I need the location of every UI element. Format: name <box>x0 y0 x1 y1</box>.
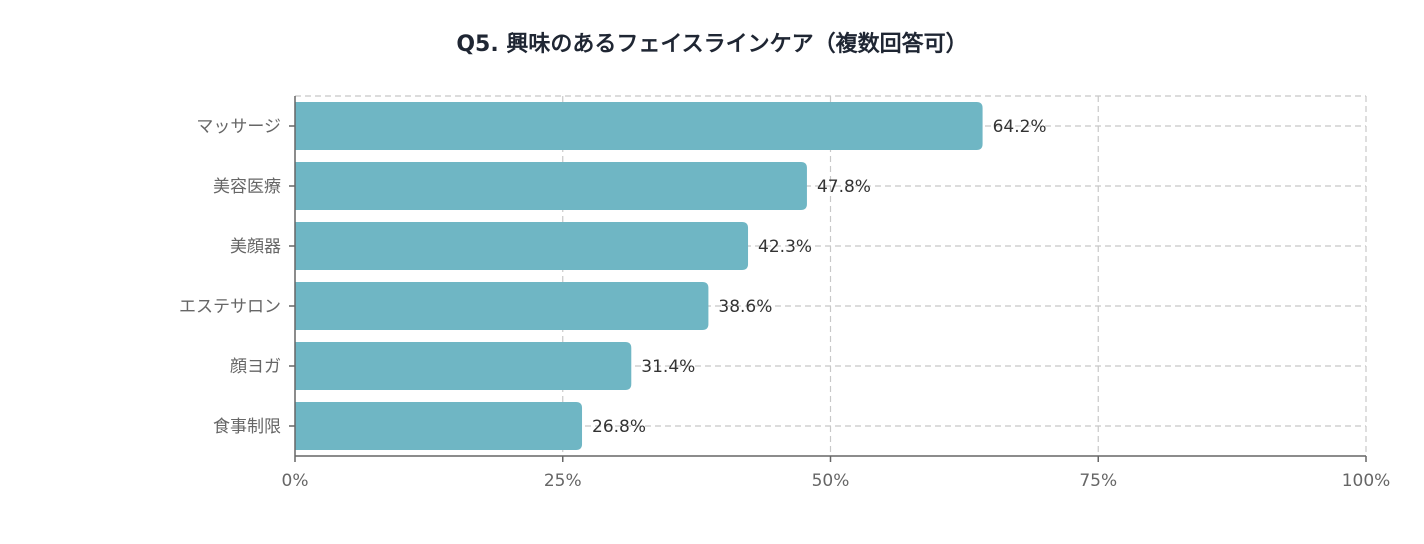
x-tick-label: 50% <box>812 471 850 491</box>
x-axis-labels: 0% 25% 50% 75% 100% <box>282 456 1391 491</box>
bar-4 <box>295 282 709 330</box>
category-label: マッサージ <box>196 117 281 137</box>
value-label: 38.6% <box>718 297 772 317</box>
bars <box>295 102 983 450</box>
value-label: 26.8% <box>592 417 646 437</box>
value-labels: 64.2% 47.8% 42.3% 38.6% 31.4% 26.8% <box>592 117 1047 437</box>
bar-2 <box>295 162 807 210</box>
x-tick-label: 0% <box>282 471 309 491</box>
value-label: 31.4% <box>641 357 695 377</box>
x-tick-label: 75% <box>1079 471 1117 491</box>
value-label: 42.3% <box>758 237 812 257</box>
value-label: 47.8% <box>817 177 871 197</box>
category-label: エステサロン <box>179 297 281 317</box>
category-label: 顔ヨガ <box>230 357 281 377</box>
grid <box>295 95 1367 456</box>
chart-title: Q5. 興味のあるフェイスラインケア（複数回答可） <box>456 32 968 57</box>
bar-1 <box>295 102 983 150</box>
x-tick-label: 100% <box>1342 471 1391 491</box>
category-label: 美顔器 <box>230 237 281 257</box>
category-label: 食事制限 <box>213 417 281 437</box>
x-tick-label: 25% <box>544 471 582 491</box>
bar-6 <box>295 402 583 450</box>
bar-5 <box>295 342 632 390</box>
category-label: 美容医療 <box>213 177 281 197</box>
value-label: 64.2% <box>993 117 1047 137</box>
bar-3 <box>295 222 749 270</box>
